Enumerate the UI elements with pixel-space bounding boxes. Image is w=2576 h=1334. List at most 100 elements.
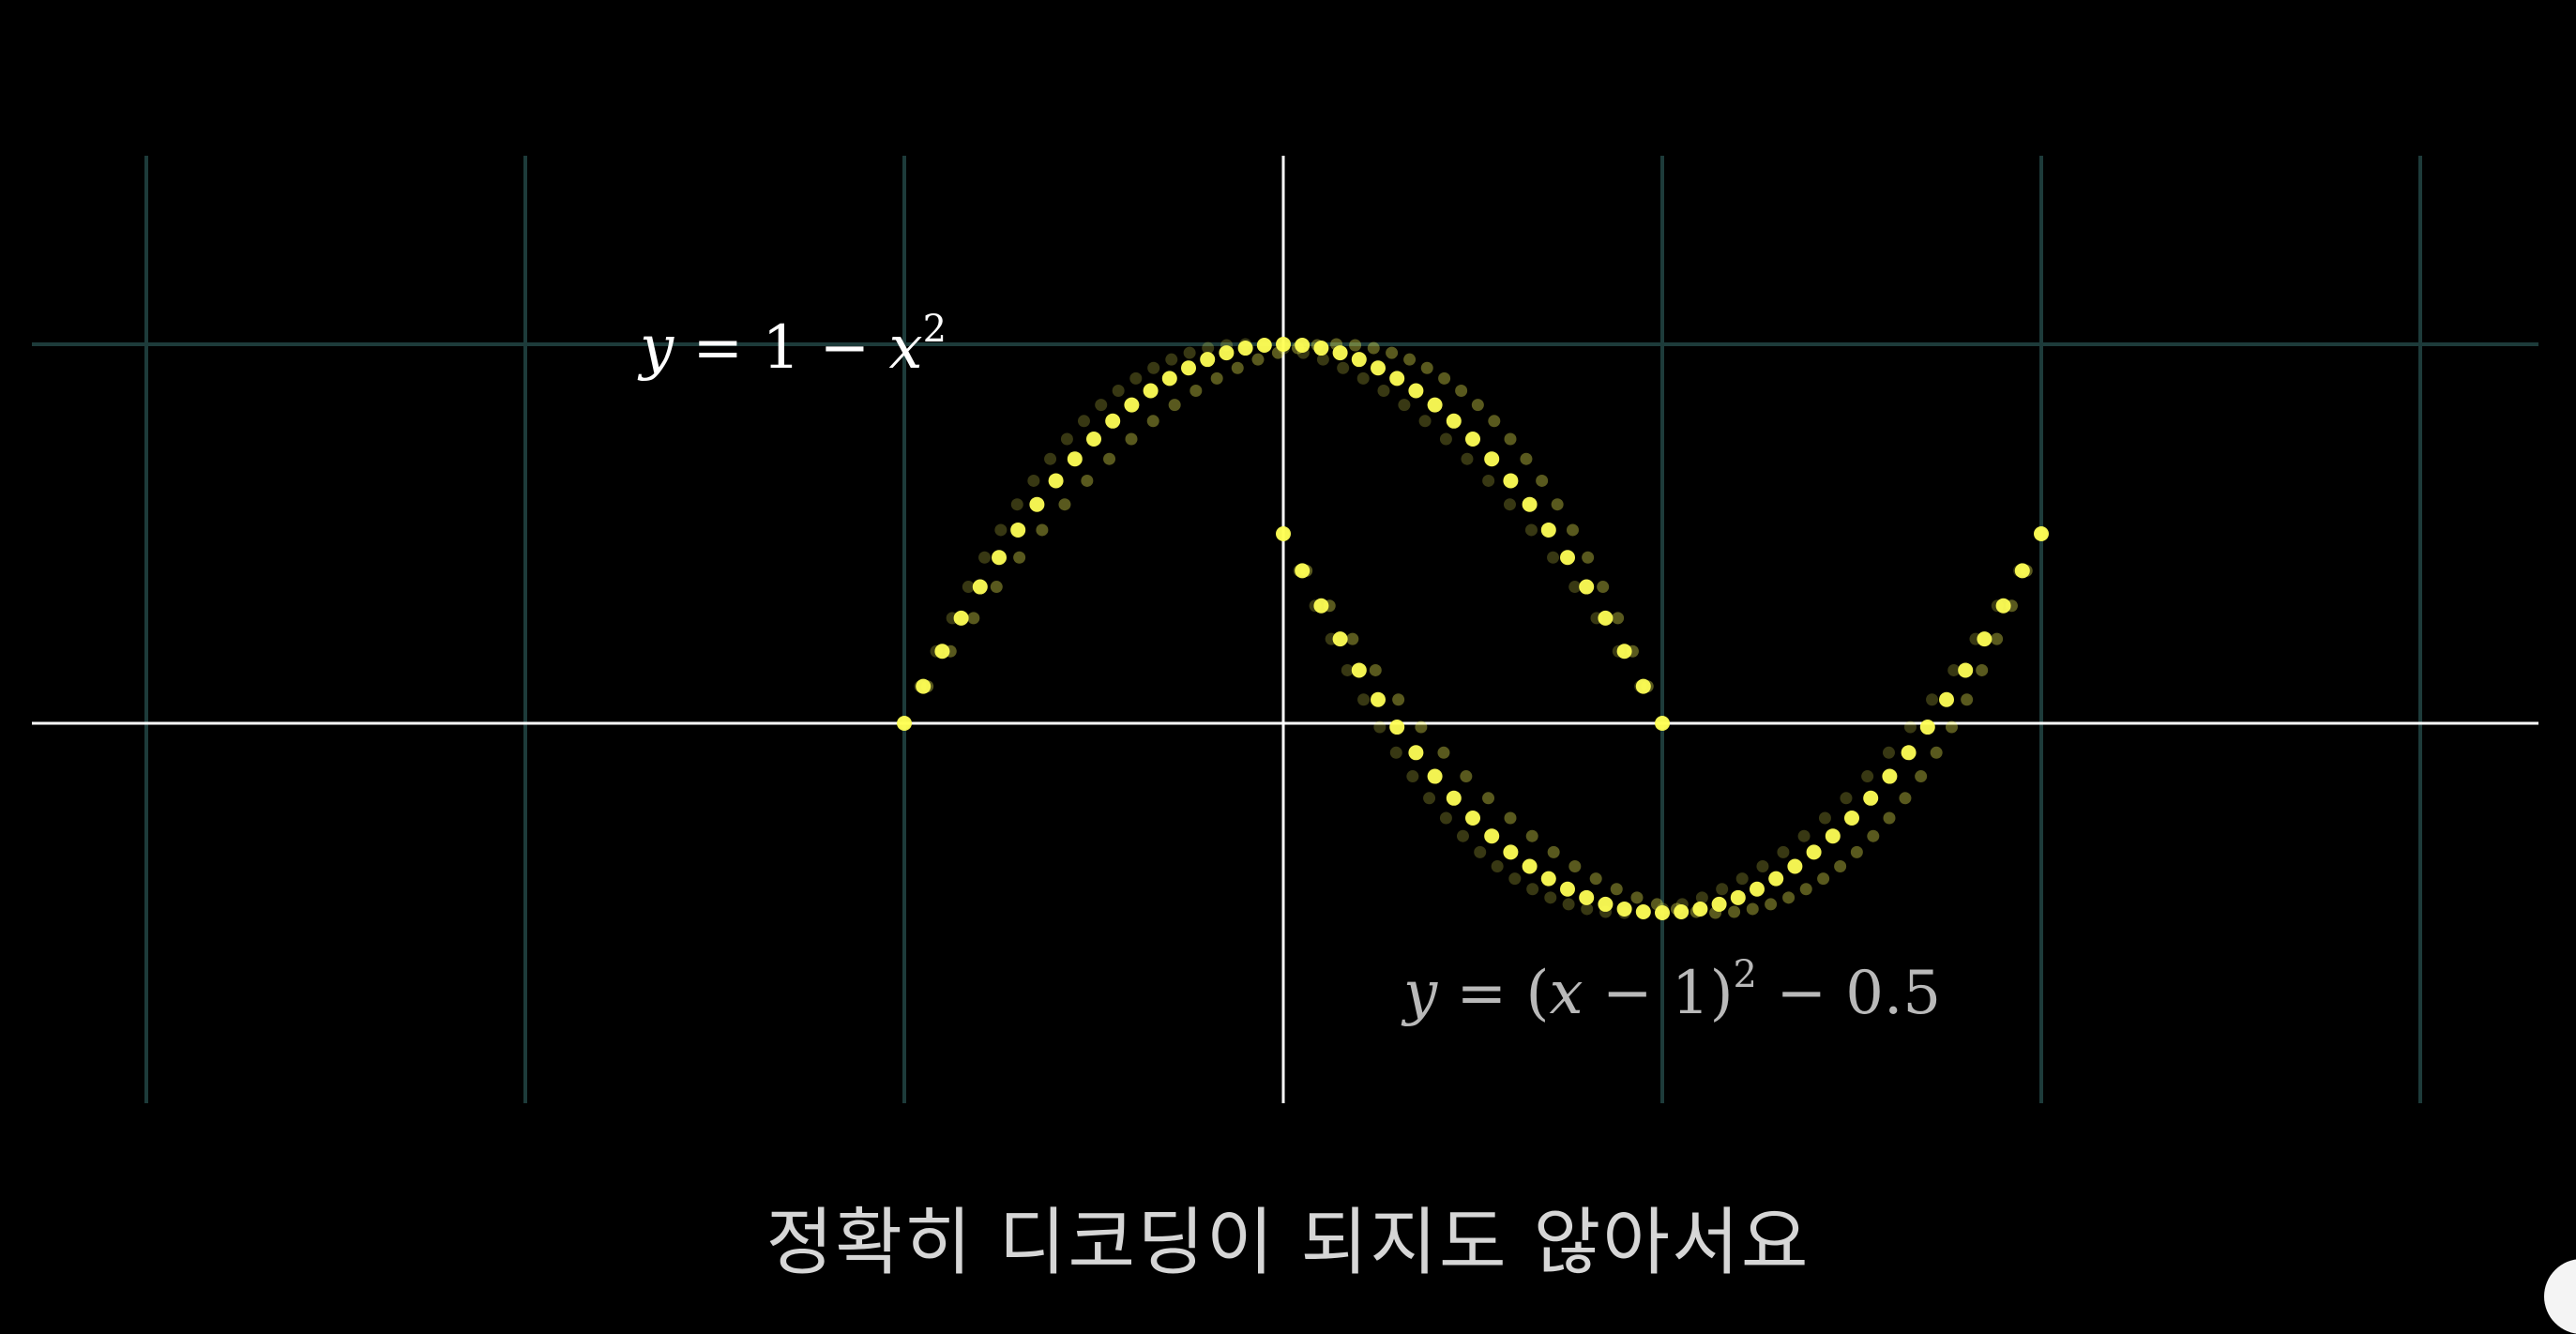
curve-trail-dot [1146, 415, 1159, 428]
curve-trail-dot [1915, 770, 1928, 783]
curve-dot [1276, 526, 1291, 541]
curve-dot [1389, 720, 1405, 735]
curve-trail-dot [1357, 693, 1371, 706]
curve-trail-dot [1504, 432, 1517, 446]
parabola-equation-label: y = 1 − x2 [637, 308, 947, 383]
curve-dot [1029, 496, 1045, 512]
curve-trail-dot [1883, 811, 1896, 825]
curve-dot [1237, 341, 1253, 356]
curve-dot [1332, 345, 1348, 361]
curve-trail-dot [1582, 551, 1595, 564]
curve-dot-series [897, 337, 2049, 920]
curve-trail-dot [1695, 891, 1708, 904]
curve-trail-dot [1765, 898, 1778, 911]
curve-trail-dot [1547, 551, 1560, 564]
curve-dot [1295, 563, 1311, 579]
curve-trail-dot [1455, 384, 1468, 397]
curve-trail-dot [1491, 860, 1504, 873]
curve-dot [1522, 858, 1538, 874]
curve-dot [2014, 563, 2030, 579]
curve-dot [1825, 828, 1841, 844]
curve-trail-dot [967, 612, 980, 625]
curve-trail-dot [1991, 632, 2004, 645]
curve-dot [1446, 413, 1462, 429]
curve-dot [1484, 828, 1500, 844]
curve-trail-dot [1520, 452, 1533, 465]
curve-dot [1446, 790, 1462, 806]
curve-trail-dot [1961, 693, 1974, 706]
curve-dot [1692, 901, 1708, 917]
curve-trail-dot [1526, 883, 1539, 896]
curve-dot [1560, 881, 1575, 897]
curve-dot [1806, 844, 1822, 860]
curve-dot [2034, 526, 2049, 541]
curve-trail-dot [1525, 829, 1538, 842]
curve-dot [1787, 858, 1803, 874]
curve-dot [1465, 432, 1480, 447]
curve-trail-dot [1482, 474, 1495, 487]
curve-trail-dot [1947, 663, 1961, 676]
curve-trail-dot [962, 581, 975, 594]
curve-dot [1711, 896, 1727, 912]
curve-trail-dot [1882, 746, 1895, 759]
curve-trail-dot [1439, 432, 1452, 446]
curve-dot [1181, 360, 1196, 376]
curve-trail-dot [1369, 663, 1382, 676]
curve-trail-dot [1437, 746, 1450, 759]
curve-dot [1616, 644, 1632, 659]
curve-dot [1635, 903, 1651, 919]
curve-dot [1010, 522, 1026, 538]
curve-dot [934, 644, 950, 659]
curve-dot [1427, 397, 1443, 413]
curve-trail-dot [1547, 845, 1560, 858]
curve-dot [1616, 901, 1632, 917]
curve-dot [1674, 903, 1690, 919]
curve-dot [1768, 871, 1784, 887]
shifted-parabola-equation-label: y = (x − 1)2 − 0.5 [1401, 953, 1941, 1028]
curve-trail-dot [1423, 792, 1436, 805]
curve-dot [1332, 631, 1348, 647]
curve-dot [1351, 662, 1367, 678]
curve-trail-dot [1903, 720, 1917, 734]
curve-trail-dot [1125, 432, 1138, 446]
curve-trail-dot [1081, 474, 1094, 487]
curve-trail-dot [1817, 872, 1830, 886]
curve-transition-trails [898, 338, 2048, 919]
curve-trail-dot [1168, 399, 1181, 412]
curve-trail-dot [1544, 891, 1557, 904]
curve-trail-dot [1597, 581, 1610, 594]
curve-trail-dot [1926, 693, 1939, 706]
curve-dot [1598, 896, 1614, 912]
curve-trail-dot [1474, 845, 1487, 858]
curve-trail-dot [1503, 498, 1516, 511]
curve-dot [1503, 844, 1519, 860]
curve-dot [1919, 720, 1935, 735]
curve-trail-dot [1612, 612, 1625, 625]
curve-trail-dot [1867, 829, 1880, 842]
curve-trail-dot [1945, 720, 1958, 734]
curve-dot [916, 678, 932, 694]
curve-trail-dot [1438, 371, 1451, 385]
curve-dot [1465, 811, 1480, 826]
curve-trail-dot [1471, 399, 1484, 412]
curve-trail-dot [1251, 353, 1265, 366]
curve-dot [1958, 662, 1974, 678]
curve-trail-dot [1536, 474, 1549, 487]
curve-trail-dot [1551, 498, 1564, 511]
curve-trail-dot [1095, 399, 1108, 412]
curve-trail-dot [1976, 663, 1989, 676]
curve-dot [897, 716, 912, 731]
curve-trail-dot [1389, 746, 1402, 759]
curve-dot [1503, 473, 1519, 489]
curve-dot [1048, 473, 1064, 489]
curve-trail-dot [1129, 371, 1143, 385]
curve-dot [1371, 360, 1386, 376]
curve-dot [1977, 631, 1993, 647]
curve-trail-dot [1834, 860, 1847, 873]
curve-trail-dot [1367, 341, 1380, 355]
curve-trail-dot [978, 551, 992, 564]
curve-trail-dot [1316, 353, 1329, 366]
curve-dot [992, 550, 1007, 566]
curve-dot [1124, 397, 1140, 413]
